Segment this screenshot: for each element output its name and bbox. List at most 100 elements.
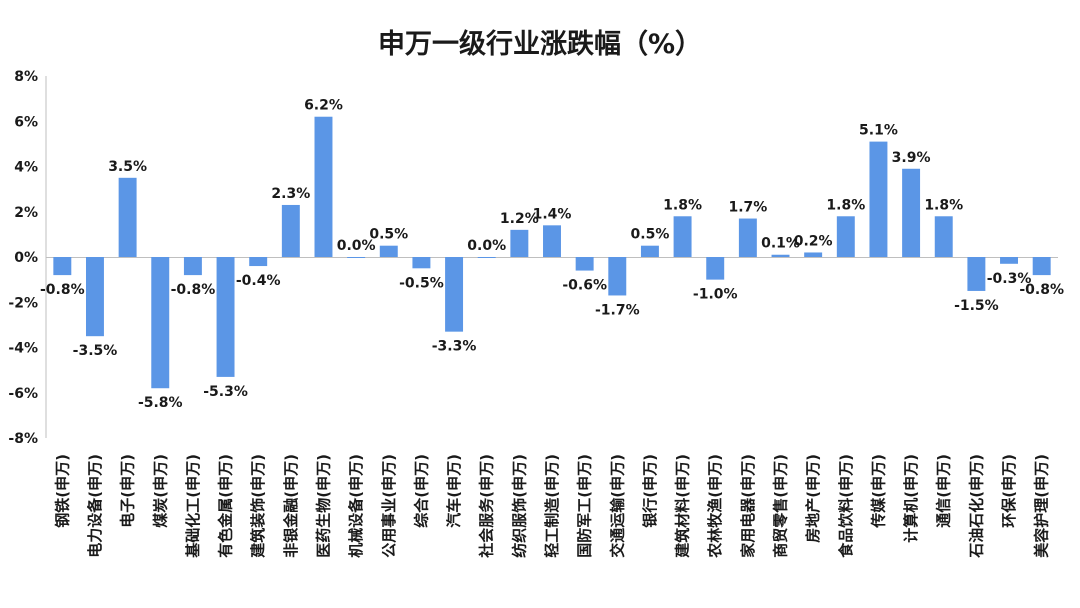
data-labels: -0.8% -3.5% 3.5% -5.8% -0.8% -5.3% -0.4% 2.3% 6.… — [40, 98, 1064, 412]
bar-26 — [869, 141, 888, 257]
data-label: -0.6% — [562, 278, 607, 294]
bar-11 — [379, 245, 398, 257]
data-label: -3.3% — [432, 339, 477, 355]
category-label: 轻工制造(申万) — [543, 454, 561, 558]
data-label: -0.5% — [399, 275, 444, 291]
bar-31 — [1032, 257, 1051, 276]
y-tick-label: 0% — [14, 250, 38, 266]
category-label: 社会服务(申万) — [478, 454, 496, 559]
category-label: 汽车(申万) — [445, 454, 463, 528]
data-label: -0.3% — [987, 271, 1032, 287]
data-label: 1.8% — [924, 197, 963, 213]
y-tick-label: 6% — [14, 114, 38, 130]
data-label: -1.7% — [595, 302, 640, 318]
data-label: -0.8% — [40, 282, 85, 298]
data-label: 0.0% — [467, 238, 506, 254]
category-label: 煤炭(申万) — [151, 454, 169, 528]
y-tick-label: 8% — [14, 69, 38, 85]
data-label: -3.5% — [73, 343, 118, 359]
bar-2 — [85, 257, 104, 337]
category-labels: 钢铁(申万) 电力设备(申万) 电子(申万) 煤炭(申万) 基础化工(申万) 有色金属(申… — [53, 454, 1050, 559]
bar-28 — [934, 216, 953, 257]
bar-14 — [477, 257, 496, 258]
bar-5 — [183, 257, 202, 276]
data-label: 6.2% — [304, 98, 343, 114]
category-label: 通信(申万) — [935, 454, 953, 528]
y-tick-label: -8% — [8, 431, 38, 447]
data-label: -0.8% — [171, 282, 216, 298]
data-label: 1.8% — [826, 197, 865, 213]
bar-7 — [249, 257, 268, 267]
bar-17 — [575, 257, 594, 271]
data-label: -5.3% — [203, 384, 248, 400]
y-tick-label: 2% — [14, 205, 38, 221]
bar-16 — [543, 225, 561, 257]
data-label: 0.5% — [631, 227, 670, 243]
category-label: 纺织服饰(申万) — [510, 454, 528, 558]
data-label: -5.8% — [138, 395, 183, 411]
category-label: 建筑材料(申万) — [674, 454, 692, 558]
category-label: 电子(申万) — [119, 454, 137, 528]
bar-27 — [902, 168, 921, 257]
data-label: 0.0% — [337, 238, 376, 254]
data-label: -0.8% — [1019, 282, 1064, 298]
category-label: 钢铁(申万) — [53, 454, 71, 528]
y-tick-label: -4% — [8, 341, 38, 357]
bar-29 — [967, 257, 986, 291]
category-label: 房地产(申万) — [804, 454, 822, 543]
bars — [53, 116, 1051, 389]
category-label: 农林牧渔(申万) — [706, 454, 724, 559]
category-label: 传媒(申万) — [869, 454, 887, 529]
category-label: 公用事业(申万) — [380, 454, 398, 558]
category-label: 家用电器(申万) — [739, 454, 757, 558]
bar-30 — [1000, 257, 1018, 264]
bar-20 — [673, 216, 692, 257]
data-label: 1.7% — [728, 200, 767, 216]
data-label: 3.9% — [892, 150, 931, 166]
bar-24 — [804, 252, 823, 257]
bar-25 — [836, 216, 855, 257]
bar-18 — [608, 257, 627, 296]
data-label: -1.0% — [693, 287, 738, 303]
data-label: -0.4% — [236, 273, 281, 289]
category-label: 综合(申万) — [412, 454, 430, 528]
category-label: 有色金属(申万) — [217, 454, 235, 558]
chart-title: 申万一级行业涨跌幅（%） — [378, 28, 702, 60]
data-label: 1.8% — [663, 197, 702, 213]
category-label: 国防军工(申万) — [576, 454, 594, 558]
bar-10 — [347, 257, 366, 258]
data-label: 1.2% — [500, 211, 539, 227]
category-label: 商贸零售(申万) — [772, 454, 790, 558]
bar-15 — [510, 229, 529, 257]
data-label: 2.3% — [271, 186, 310, 202]
bar-9 — [314, 116, 333, 257]
y-tick-label: 4% — [14, 160, 38, 176]
data-label: 0.5% — [369, 227, 408, 243]
bar-4 — [151, 257, 170, 389]
category-label: 医药生物(申万) — [314, 454, 332, 558]
data-label: 0.1% — [761, 236, 800, 252]
bar-12 — [412, 257, 431, 269]
bar-6 — [216, 257, 235, 377]
y-tick-label: -6% — [8, 386, 38, 402]
category-label: 石油石化(申万) — [967, 454, 985, 559]
category-label: 环保(申万) — [1000, 454, 1018, 528]
category-label: 电力设备(申万) — [86, 454, 104, 558]
category-label: 交通运输(申万) — [608, 454, 626, 558]
category-label: 建筑装饰(申万) — [249, 454, 267, 558]
y-axis-ticks: 8% 6% 4% 2% 0% -2% -4% -6% -8% — [8, 69, 38, 447]
bar-8 — [281, 204, 300, 257]
bar-22 — [738, 218, 757, 257]
category-label: 银行(申万) — [641, 454, 659, 528]
category-label: 计算机(申万) — [902, 454, 920, 543]
category-label: 基础化工(申万) — [184, 454, 202, 559]
category-label: 美容护理(申万) — [1033, 454, 1051, 558]
bar-1 — [53, 257, 72, 276]
category-label: 食品饮料(申万) — [837, 454, 855, 558]
data-label: -1.5% — [954, 298, 999, 314]
bar-19 — [640, 245, 659, 257]
data-label: 0.2% — [794, 233, 833, 249]
bar-13 — [445, 257, 464, 332]
data-label: 3.5% — [108, 159, 147, 175]
